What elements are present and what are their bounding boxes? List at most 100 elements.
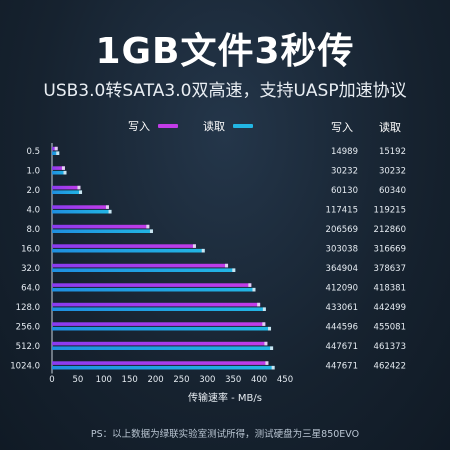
- bar-write: [52, 205, 109, 209]
- category-label: 256.0: [16, 323, 40, 333]
- bar-write-cap: [225, 263, 229, 268]
- x-tick-label: 450: [277, 375, 293, 385]
- category-label: 8.0: [26, 225, 40, 235]
- legend-read-label: 读取: [203, 120, 225, 133]
- category-label: 512.0: [16, 342, 40, 352]
- bar-write: [52, 283, 252, 287]
- bar-read: [52, 209, 112, 214]
- bar-read: [52, 248, 205, 253]
- category-label: 16.0: [21, 245, 40, 255]
- bar-read-cap: [63, 170, 67, 175]
- legend-write-swatch: [158, 124, 178, 128]
- bar-write-cap: [61, 166, 65, 170]
- table-cell-write: 364904: [326, 264, 358, 274]
- table-cell-write: 30232: [331, 167, 358, 177]
- category-label: 4.0: [26, 206, 40, 216]
- page-title: 1GB文件3秒传: [95, 31, 355, 72]
- bar-read-cap: [252, 287, 256, 292]
- x-tick-label: 100: [96, 375, 112, 385]
- bar-read-cap: [149, 229, 153, 233]
- x-tick-label: 300: [199, 375, 215, 385]
- footnote: PS：以上数据为绿联实验室测试所得，测试硬盘为三星850EVO: [90, 429, 360, 440]
- category-label: 32.0: [21, 264, 40, 274]
- table-header-write: 写入: [331, 121, 353, 134]
- table-cell-read: 316669: [374, 245, 406, 255]
- bar-write: [52, 302, 261, 307]
- x-tick-label: 150: [122, 375, 138, 385]
- table-cell-write: 412090: [326, 284, 358, 294]
- bar-write-cap: [77, 185, 81, 190]
- bar-write-cap: [248, 283, 252, 287]
- table-cell-write: 303038: [326, 245, 358, 255]
- bar-write: [52, 224, 150, 229]
- table-cell-read: 60340: [379, 186, 406, 196]
- bar-read-cap: [108, 209, 112, 214]
- bar-write: [52, 341, 268, 346]
- x-tick-label: 400: [251, 375, 267, 385]
- bar-read-cap: [262, 307, 266, 311]
- legend-read: 读取: [203, 118, 253, 134]
- table-cell-write: 444596: [326, 323, 358, 333]
- table-header-read: 读取: [379, 121, 401, 134]
- bar-write-cap: [257, 302, 261, 307]
- table-cell-read: 378637: [374, 264, 406, 274]
- bar-write-cap: [265, 361, 269, 365]
- bar-read-cap: [56, 151, 60, 155]
- bar-read-cap: [79, 190, 83, 194]
- bar-write: [52, 361, 269, 365]
- x-tick-label: 250: [173, 375, 189, 385]
- category-label: 1024.0: [10, 362, 40, 372]
- bar-read-cap: [232, 268, 236, 272]
- bar-write-cap: [146, 224, 150, 229]
- bar-write-cap: [54, 146, 58, 151]
- category-label: 0.5: [26, 147, 40, 157]
- bar-write-cap: [105, 205, 109, 209]
- bar-write: [52, 322, 266, 326]
- bar-read-cap: [270, 346, 274, 350]
- bar-write: [52, 263, 229, 268]
- x-axis-label: 传输速率 - MB/s: [188, 391, 262, 404]
- bar-write-cap: [192, 244, 196, 248]
- bar-read: [52, 326, 272, 331]
- page-subtitle: USB3.0转SATA3.0双高速，支持UASP加速协议: [43, 81, 407, 101]
- x-tick-label: 0: [49, 375, 54, 385]
- table-cell-read: 212860: [374, 225, 406, 235]
- table-cell-read: 418381: [374, 284, 406, 294]
- bar-read-cap: [268, 326, 272, 331]
- table-cell-write: 117415: [326, 206, 358, 216]
- table-cell-read: 30232: [379, 167, 406, 177]
- table-cell-write: 447671: [326, 342, 358, 352]
- x-tick-label: 350: [225, 375, 241, 385]
- bar-read: [52, 190, 83, 194]
- category-label: 128.0: [16, 303, 40, 313]
- table-cell-write: 60130: [331, 186, 358, 196]
- category-label: 64.0: [21, 284, 40, 294]
- category-label: 2.0: [26, 186, 40, 196]
- bar-write: [52, 244, 196, 248]
- table-cell-write: 14989: [331, 147, 358, 157]
- bar-write: [52, 185, 81, 190]
- table-cell-write: 206569: [326, 225, 358, 235]
- table-cell-read: 442499: [374, 303, 406, 313]
- bar-read: [52, 287, 256, 292]
- legend-read-swatch: [233, 124, 253, 128]
- bar-read-cap: [201, 248, 205, 253]
- table-cell-read: 455081: [374, 323, 406, 333]
- bar-read: [52, 268, 236, 272]
- bar-read-cap: [271, 365, 275, 370]
- legend-write-label: 写入: [128, 120, 150, 133]
- bar-write: [52, 166, 65, 170]
- bar-read: [52, 170, 67, 175]
- bar-write-cap: [262, 322, 266, 326]
- table-cell-read: 462422: [374, 362, 406, 372]
- bar-write-cap: [264, 341, 268, 346]
- table-cell-write: 433061: [326, 303, 358, 313]
- table-cell-write: 447671: [326, 362, 358, 372]
- x-tick-label: 50: [72, 375, 83, 385]
- legend-write: 写入: [128, 118, 178, 134]
- bar-read: [52, 307, 266, 311]
- bar-read: [52, 346, 274, 350]
- table-cell-read: 119215: [374, 206, 406, 216]
- bar-read: [52, 151, 60, 155]
